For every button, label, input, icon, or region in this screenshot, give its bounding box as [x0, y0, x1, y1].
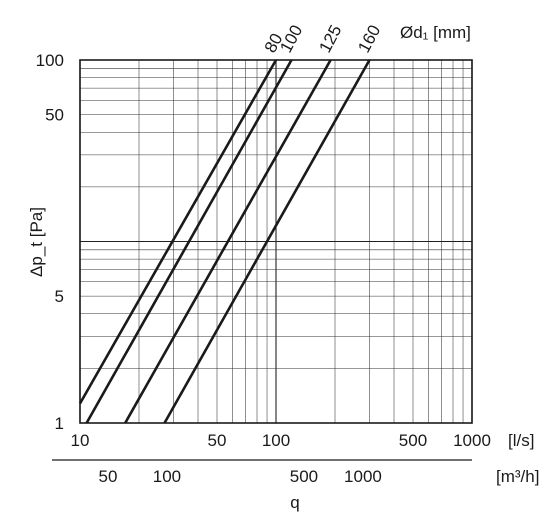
y-tick-label: 5 — [55, 287, 64, 306]
series-label-100: 100 — [276, 22, 306, 56]
series-line-80 — [78, 59, 278, 405]
y-tick-label: 1 — [55, 414, 64, 433]
series-line-160 — [163, 59, 371, 424]
x-tick-label: 500 — [399, 431, 427, 450]
y-axis-label: Δp_t [Pa] — [27, 207, 46, 277]
series-label-160: 160 — [354, 22, 384, 56]
diameter-legend-title: Ød₁ [mm] — [400, 23, 471, 42]
series-lines — [78, 59, 371, 424]
x-tick-label: 1000 — [453, 431, 491, 450]
secondary-x-tick-label: 100 — [153, 467, 181, 486]
x-tick-label: 100 — [262, 431, 290, 450]
y-tick-label: 100 — [36, 51, 64, 70]
secondary-x-axis-unit: [m³/h] — [496, 467, 539, 486]
series-line-125 — [124, 59, 332, 424]
y-tick-label: 50 — [45, 106, 64, 125]
secondary-x-axis: 50 100 500 1000 — [52, 459, 472, 486]
secondary-x-tick-label: 500 — [290, 467, 318, 486]
y-tick-labels: 1 5 50 100 — [36, 51, 64, 433]
secondary-x-tick-label: 1000 — [344, 467, 382, 486]
series-line-100 — [85, 59, 293, 424]
x-tick-label: 50 — [208, 431, 227, 450]
x-tick-label: 10 — [71, 431, 90, 450]
secondary-x-tick-label: 50 — [99, 467, 118, 486]
series-label-125: 125 — [315, 22, 345, 56]
x-axis-label: q — [290, 493, 299, 512]
grid — [79, 59, 473, 424]
x-axis-unit: [l/s] — [508, 431, 534, 450]
x-tick-labels: 10 50 100 500 1000 — [71, 431, 491, 450]
